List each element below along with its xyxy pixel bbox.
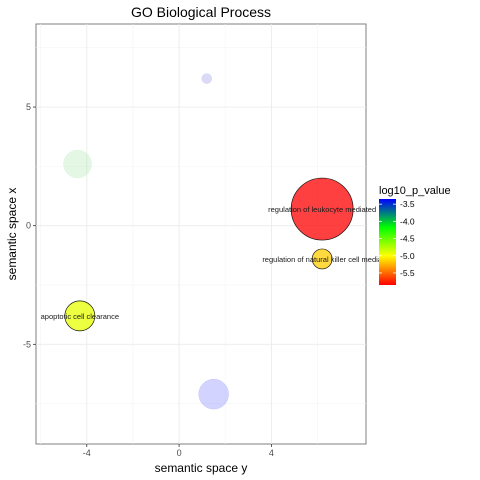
legend-tick-label: -4.5 bbox=[400, 234, 415, 244]
legend-tick-label: -5.5 bbox=[400, 268, 415, 278]
legend-tick-label: -5.0 bbox=[400, 251, 415, 261]
chart-title: GO Biological Process bbox=[131, 4, 271, 20]
legend-colorbar bbox=[379, 199, 396, 285]
legend-ticks: -3.5 -4.0 -4.5 -5.0 -5.5 bbox=[379, 199, 415, 278]
x-axis: -4 0 4 bbox=[83, 444, 274, 458]
point-labels: regulation of leukocyte mediated regulati… bbox=[41, 205, 383, 321]
data-point bbox=[63, 149, 92, 179]
legend-tick-label: -4.0 bbox=[400, 216, 415, 226]
y-axis-title: semantic space x bbox=[5, 188, 19, 281]
y-tick-label: 0 bbox=[26, 221, 31, 231]
legend-title: log10_p_value bbox=[379, 185, 451, 197]
data-point bbox=[64, 300, 96, 332]
y-tick-label: 5 bbox=[26, 102, 31, 112]
x-tick-label: 4 bbox=[269, 448, 274, 458]
data-point bbox=[311, 248, 333, 270]
point-label: apoptotic cell clearance bbox=[41, 312, 119, 321]
plot-panel: regulation of leukocyte mediated regulati… bbox=[35, 23, 383, 445]
data-point bbox=[198, 378, 229, 410]
grid-lines bbox=[36, 24, 366, 444]
y-axis: -5 0 5 bbox=[23, 102, 36, 349]
x-tick-label: 0 bbox=[177, 448, 182, 458]
x-axis-title: semantic space y bbox=[155, 461, 248, 475]
y-tick-label: -5 bbox=[23, 339, 31, 349]
point-label: regulation of natural killer cell media bbox=[262, 255, 382, 264]
legend-tick-label: -3.5 bbox=[400, 199, 415, 209]
data-point bbox=[290, 177, 354, 241]
x-tick-label: -4 bbox=[83, 448, 91, 458]
legend: log10_p_value -3.5 -4.0 -4.5 -5.0 -5.5 bbox=[379, 185, 451, 285]
point-label: regulation of leukocyte mediated bbox=[268, 205, 376, 214]
data-point bbox=[201, 73, 212, 84]
data-points bbox=[63, 73, 354, 410]
